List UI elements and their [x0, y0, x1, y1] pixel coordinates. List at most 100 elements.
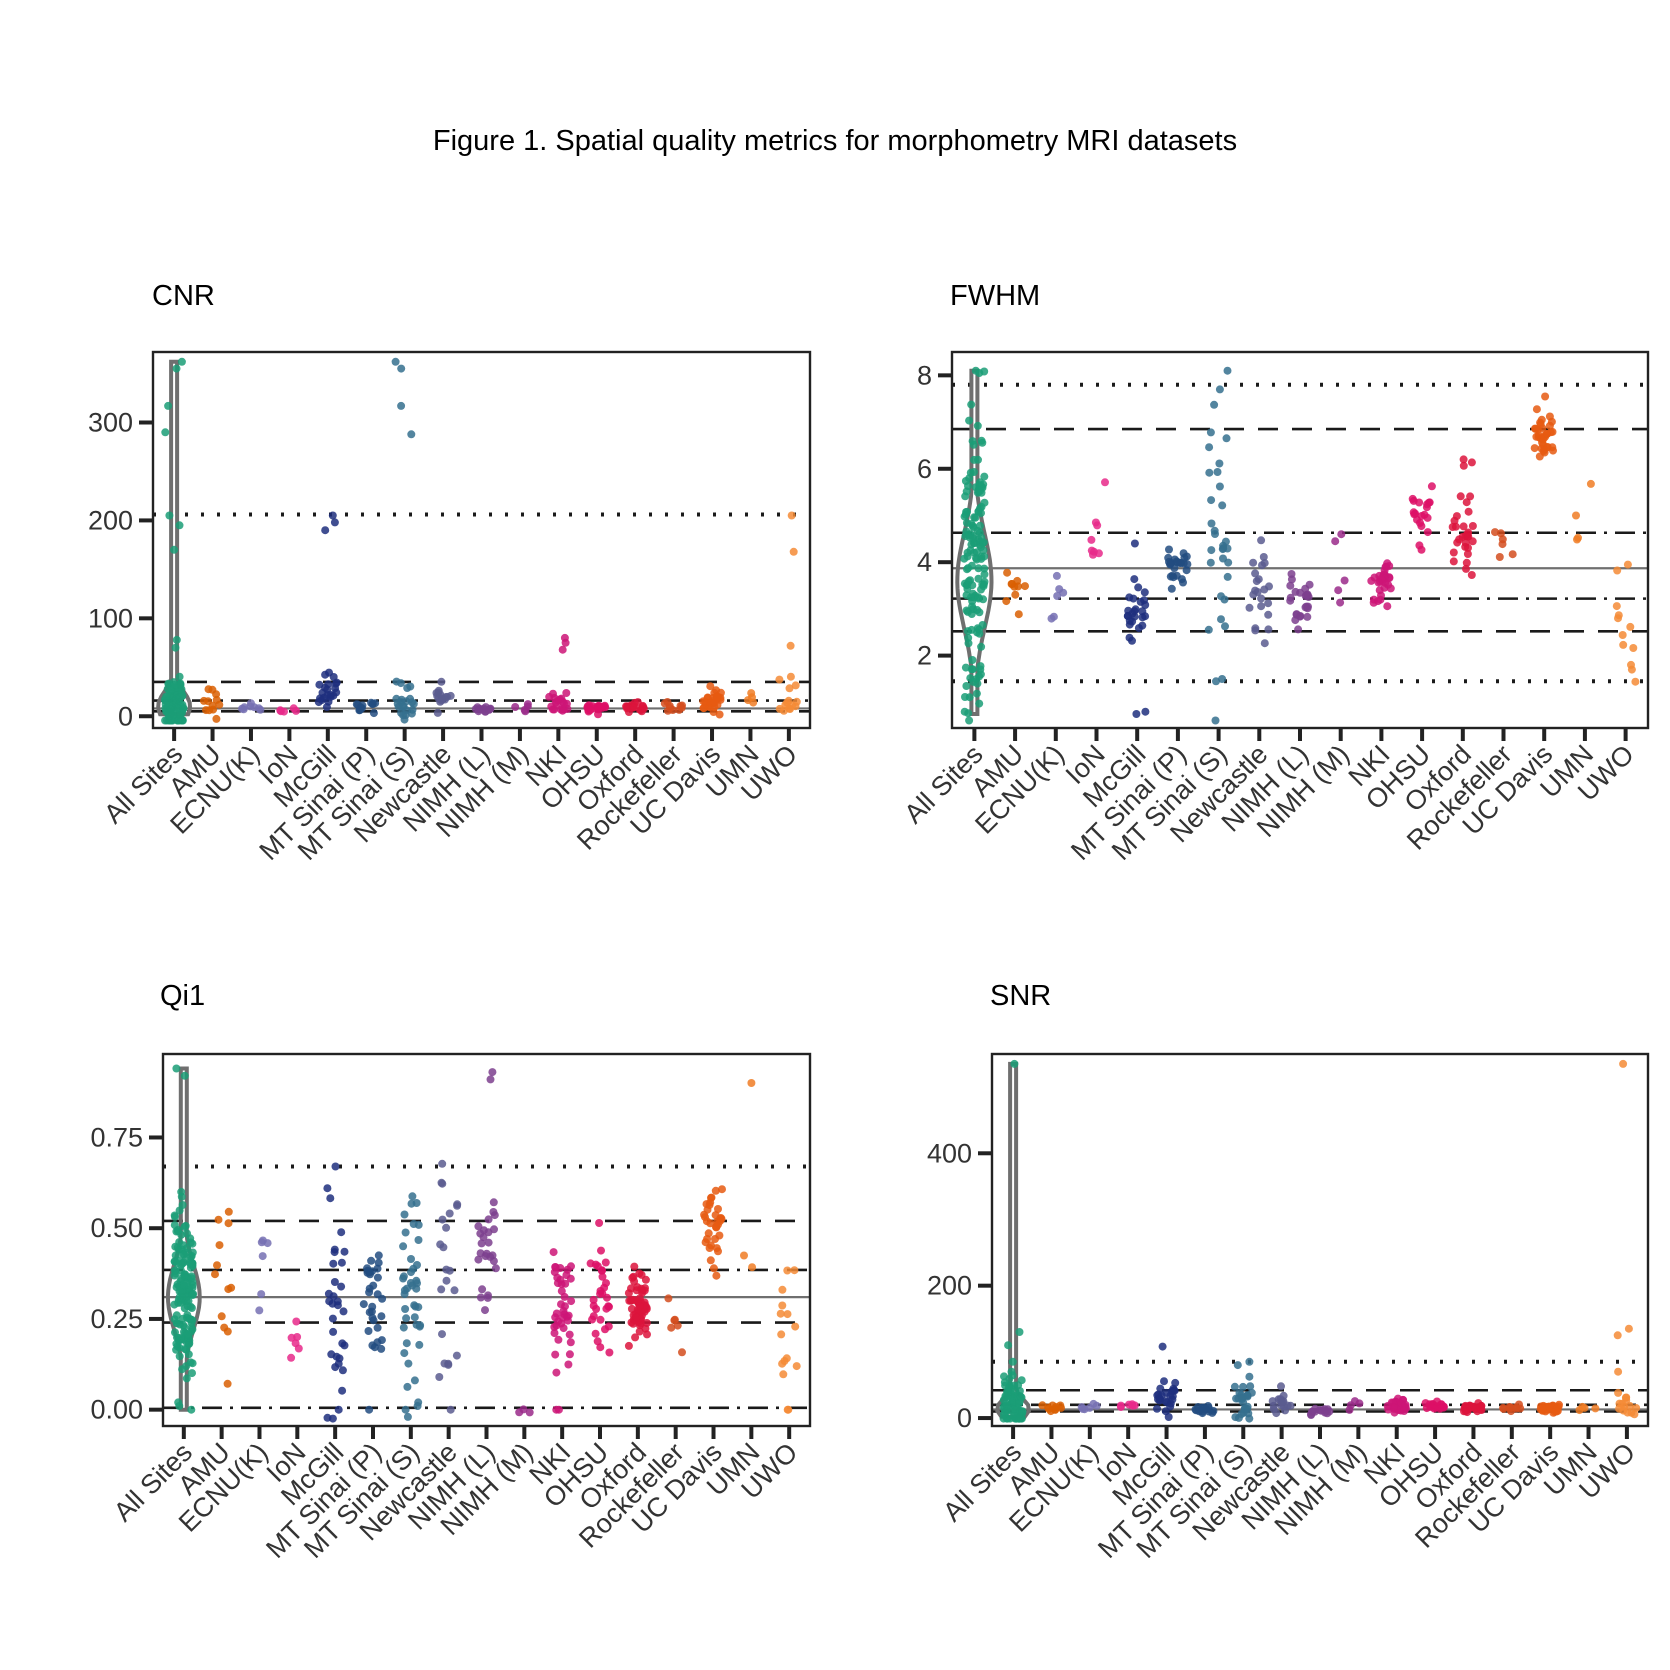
point-cnr-0-96 [170, 545, 179, 554]
point-cnr-14-16 [715, 710, 724, 719]
point-fwhm-16-4 [1631, 677, 1640, 686]
point-fwhm-7-10 [1264, 625, 1273, 634]
point-qi1-10-41 [554, 1405, 563, 1414]
point-cnr-11-19 [596, 702, 605, 711]
point-fwhm-6-32 [1218, 675, 1227, 683]
point-cnr-9-4 [520, 706, 529, 714]
point-cnr-6-21 [401, 711, 410, 719]
point-qi1-1-8 [224, 1285, 233, 1294]
point-qi1-16-10 [776, 1309, 785, 1318]
point-qi1-8-4 [484, 1215, 493, 1224]
point-qi1-15-1 [740, 1251, 748, 1260]
point-fwhm-0-38 [975, 699, 984, 708]
point-fwhm-14-29 [1546, 428, 1555, 437]
point-snr-0-80 [1010, 1059, 1019, 1068]
point-fwhm-12-27 [1449, 557, 1458, 566]
point-qi1-10-38 [560, 1310, 569, 1319]
point-fwhm-12-3 [1456, 492, 1465, 501]
point-fwhm-0-116 [960, 512, 969, 521]
point-fwhm-6-20 [1210, 526, 1219, 535]
point-qi1-4-22 [331, 1363, 340, 1372]
point-qi1-10-31 [561, 1302, 569, 1311]
point-fwhm-0-134 [969, 534, 978, 543]
point-qi1-1-1 [224, 1207, 233, 1216]
point-qi1-7-17 [442, 1276, 451, 1285]
point-fwhm-7-1 [1257, 602, 1266, 611]
point-cnr-10-14 [545, 692, 554, 701]
point-qi1-1-7 [215, 1241, 224, 1250]
point-qi1-11-18 [591, 1260, 600, 1269]
point-qi1-5-28 [368, 1341, 377, 1350]
point-fwhm-13-5 [1496, 529, 1505, 538]
point-fwhm-16-8 [1626, 622, 1635, 631]
point-snr-12-24 [1468, 1402, 1477, 1411]
ytick-label-fwhm-3: 8 [917, 360, 932, 390]
point-qi1-0-29 [178, 1365, 187, 1374]
ytick-label-qi1-1: 0.25 [90, 1304, 143, 1334]
point-snr-12-23 [1476, 1402, 1485, 1411]
point-snr-6-24 [1246, 1382, 1255, 1391]
point-qi1-7-19 [452, 1351, 461, 1360]
point-qi1-4-21 [328, 1314, 337, 1323]
point-qi1-12-54 [631, 1333, 640, 1342]
point-fwhm-0-33 [980, 564, 989, 573]
point-qi1-10-22 [552, 1368, 561, 1377]
point-fwhm-7-11 [1249, 558, 1258, 567]
point-cnr-0-90 [172, 364, 181, 373]
point-fwhm-12-10 [1464, 543, 1472, 552]
point-fwhm-0-137 [978, 621, 987, 629]
point-fwhm-7-3 [1245, 603, 1254, 612]
point-qi1-0-137 [180, 1323, 189, 1332]
point-fwhm-12-12 [1463, 550, 1472, 558]
point-fwhm-4-25 [1130, 539, 1139, 548]
point-qi1-9-2 [519, 1405, 528, 1414]
point-qi1-1-11 [217, 1312, 226, 1321]
point-qi1-1-3 [211, 1270, 219, 1279]
point-fwhm-16-11 [1627, 660, 1635, 669]
point-fwhm-0-100 [965, 716, 974, 725]
ytick-label-snr-2: 400 [927, 1138, 972, 1168]
point-fwhm-0-39 [980, 552, 989, 561]
point-fwhm-0-71 [980, 472, 989, 481]
point-qi1-0-140 [178, 1280, 187, 1289]
point-snr-4-25 [1158, 1342, 1167, 1351]
point-snr-16-16 [1613, 1331, 1622, 1340]
point-fwhm-12-14 [1462, 498, 1471, 507]
point-cnr-16-13 [783, 698, 791, 707]
point-qi1-11-27 [604, 1302, 613, 1311]
point-cnr-4-18 [324, 697, 333, 706]
point-qi1-7-5 [438, 1179, 447, 1188]
point-qi1-6-4 [400, 1349, 409, 1358]
point-fwhm-0-61 [968, 597, 977, 606]
point-snr-4-22 [1153, 1391, 1162, 1400]
point-fwhm-11-13 [1427, 482, 1436, 491]
ytick-label-cnr-2: 200 [88, 505, 133, 535]
point-cnr-10-17 [560, 699, 568, 708]
point-fwhm-12-4 [1466, 492, 1475, 501]
point-qi1-14-23 [706, 1198, 715, 1207]
point-qi1-0-111 [174, 1336, 183, 1345]
point-fwhm-10-29 [1382, 562, 1391, 571]
point-cnr-10-19 [562, 689, 571, 697]
point-qi1-6-33 [413, 1279, 421, 1288]
point-qi1-10-14 [557, 1287, 566, 1296]
point-qi1-8-3 [484, 1291, 492, 1300]
point-qi1-10-7 [564, 1360, 573, 1369]
point-cnr-0-92 [164, 401, 173, 410]
point-fwhm-12-18 [1452, 512, 1461, 521]
point-qi1-6-30 [412, 1199, 421, 1207]
point-qi1-2-3 [263, 1239, 272, 1248]
point-qi1-6-20 [407, 1255, 415, 1263]
point-cnr-1-11 [205, 706, 214, 715]
point-qi1-14-14 [718, 1185, 726, 1194]
point-qi1-10-27 [552, 1321, 561, 1330]
point-cnr-1-10 [208, 685, 217, 694]
point-fwhm-8-20 [1302, 591, 1311, 599]
point-qi1-12-55 [627, 1284, 635, 1293]
point-cnr-4-17 [326, 690, 335, 699]
point-cnr-5-9 [369, 709, 378, 718]
point-cnr-1-9 [215, 700, 224, 709]
point-cnr-16-11 [785, 684, 794, 693]
violin-qi1-all-sites [165, 1066, 202, 1412]
